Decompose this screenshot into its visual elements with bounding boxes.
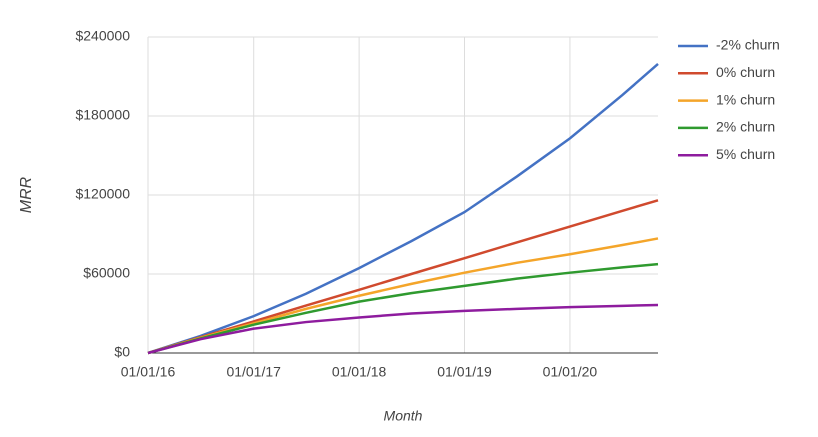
x-tick-label: 01/01/17	[226, 364, 281, 380]
series-line	[147, 63, 659, 355]
x-axis-title: Month	[384, 408, 423, 424]
y-tick-label: $60000	[83, 265, 130, 281]
x-tick-label: 01/01/18	[332, 364, 387, 380]
series-line	[147, 262, 659, 355]
legend-label: 1% churn	[716, 91, 775, 107]
y-tick-label: $0	[114, 344, 130, 360]
x-tick-label: 01/01/16	[121, 364, 176, 380]
legend-label: 5% churn	[716, 146, 775, 162]
y-tick-label: $240000	[75, 28, 130, 44]
x-tick-label: 01/01/20	[543, 364, 598, 380]
x-tick-label: 01/01/19	[437, 364, 492, 380]
series-line	[147, 303, 659, 355]
legend-label: 2% churn	[716, 119, 775, 135]
y-tick-label: $120000	[75, 186, 130, 202]
y-axis-title: MRR	[18, 176, 35, 213]
legend-label: 0% churn	[716, 64, 775, 80]
legend-label: -2% churn	[716, 37, 780, 53]
series-line	[147, 199, 659, 355]
y-tick-label: $180000	[75, 107, 130, 123]
